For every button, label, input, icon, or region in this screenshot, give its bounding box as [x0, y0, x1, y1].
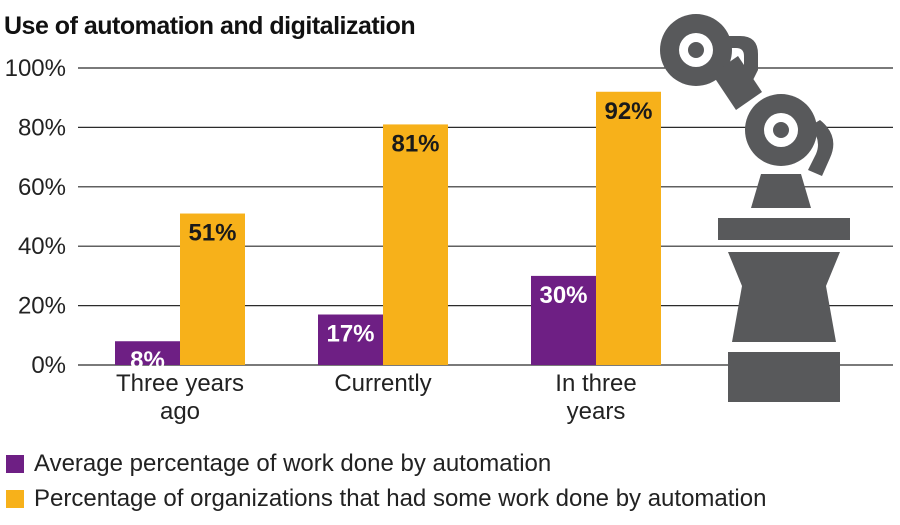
bar-s1-1 — [383, 124, 448, 366]
legend: Average percentage of work done by autom… — [6, 446, 766, 516]
bar-s0-2 — [531, 275, 596, 365]
y-tick-label: 100% — [5, 55, 66, 82]
data-label: 17% — [326, 321, 374, 348]
data-label: 92% — [604, 98, 652, 125]
x-tick-label: In three — [555, 370, 636, 397]
robot-arm-icon — [660, 14, 850, 402]
data-label: 8% — [130, 347, 165, 374]
legend-item-work-done: Average percentage of work done by autom… — [6, 446, 766, 481]
legend-label-work-done: Average percentage of work done by autom… — [34, 449, 552, 477]
y-tick-label: 60% — [18, 174, 66, 201]
bar-s1-0 — [180, 213, 245, 365]
x-tick-label: Currently — [334, 370, 431, 397]
data-label: 30% — [539, 282, 587, 309]
y-tick-label: 40% — [18, 233, 66, 260]
y-tick-label: 20% — [18, 293, 66, 320]
x-tick-label: Three years — [116, 370, 244, 397]
data-label: 51% — [188, 220, 236, 247]
legend-swatch-organizations — [6, 489, 24, 508]
bar-s1-2 — [596, 91, 661, 365]
y-tick-label: 0% — [31, 352, 66, 379]
legend-label-organizations: Percentage of organizations that had som… — [34, 484, 767, 512]
bar-chart: 0% 20% 40% 60% 80% 100% 8% 17% 30% 51% 81% 92% Three… — [5, 55, 893, 425]
data-label: 81% — [391, 130, 439, 157]
bar-s0-0 — [115, 341, 180, 365]
x-tick-label: years — [567, 398, 626, 425]
legend-item-organizations: Percentage of organizations that had som… — [6, 481, 766, 516]
y-tick-label: 80% — [18, 114, 66, 141]
chart-title: Use of automation and digitalization — [4, 12, 416, 40]
legend-swatch-work-done — [6, 454, 24, 473]
x-tick-label: ago — [160, 398, 200, 425]
bar-s0-1 — [318, 314, 383, 365]
